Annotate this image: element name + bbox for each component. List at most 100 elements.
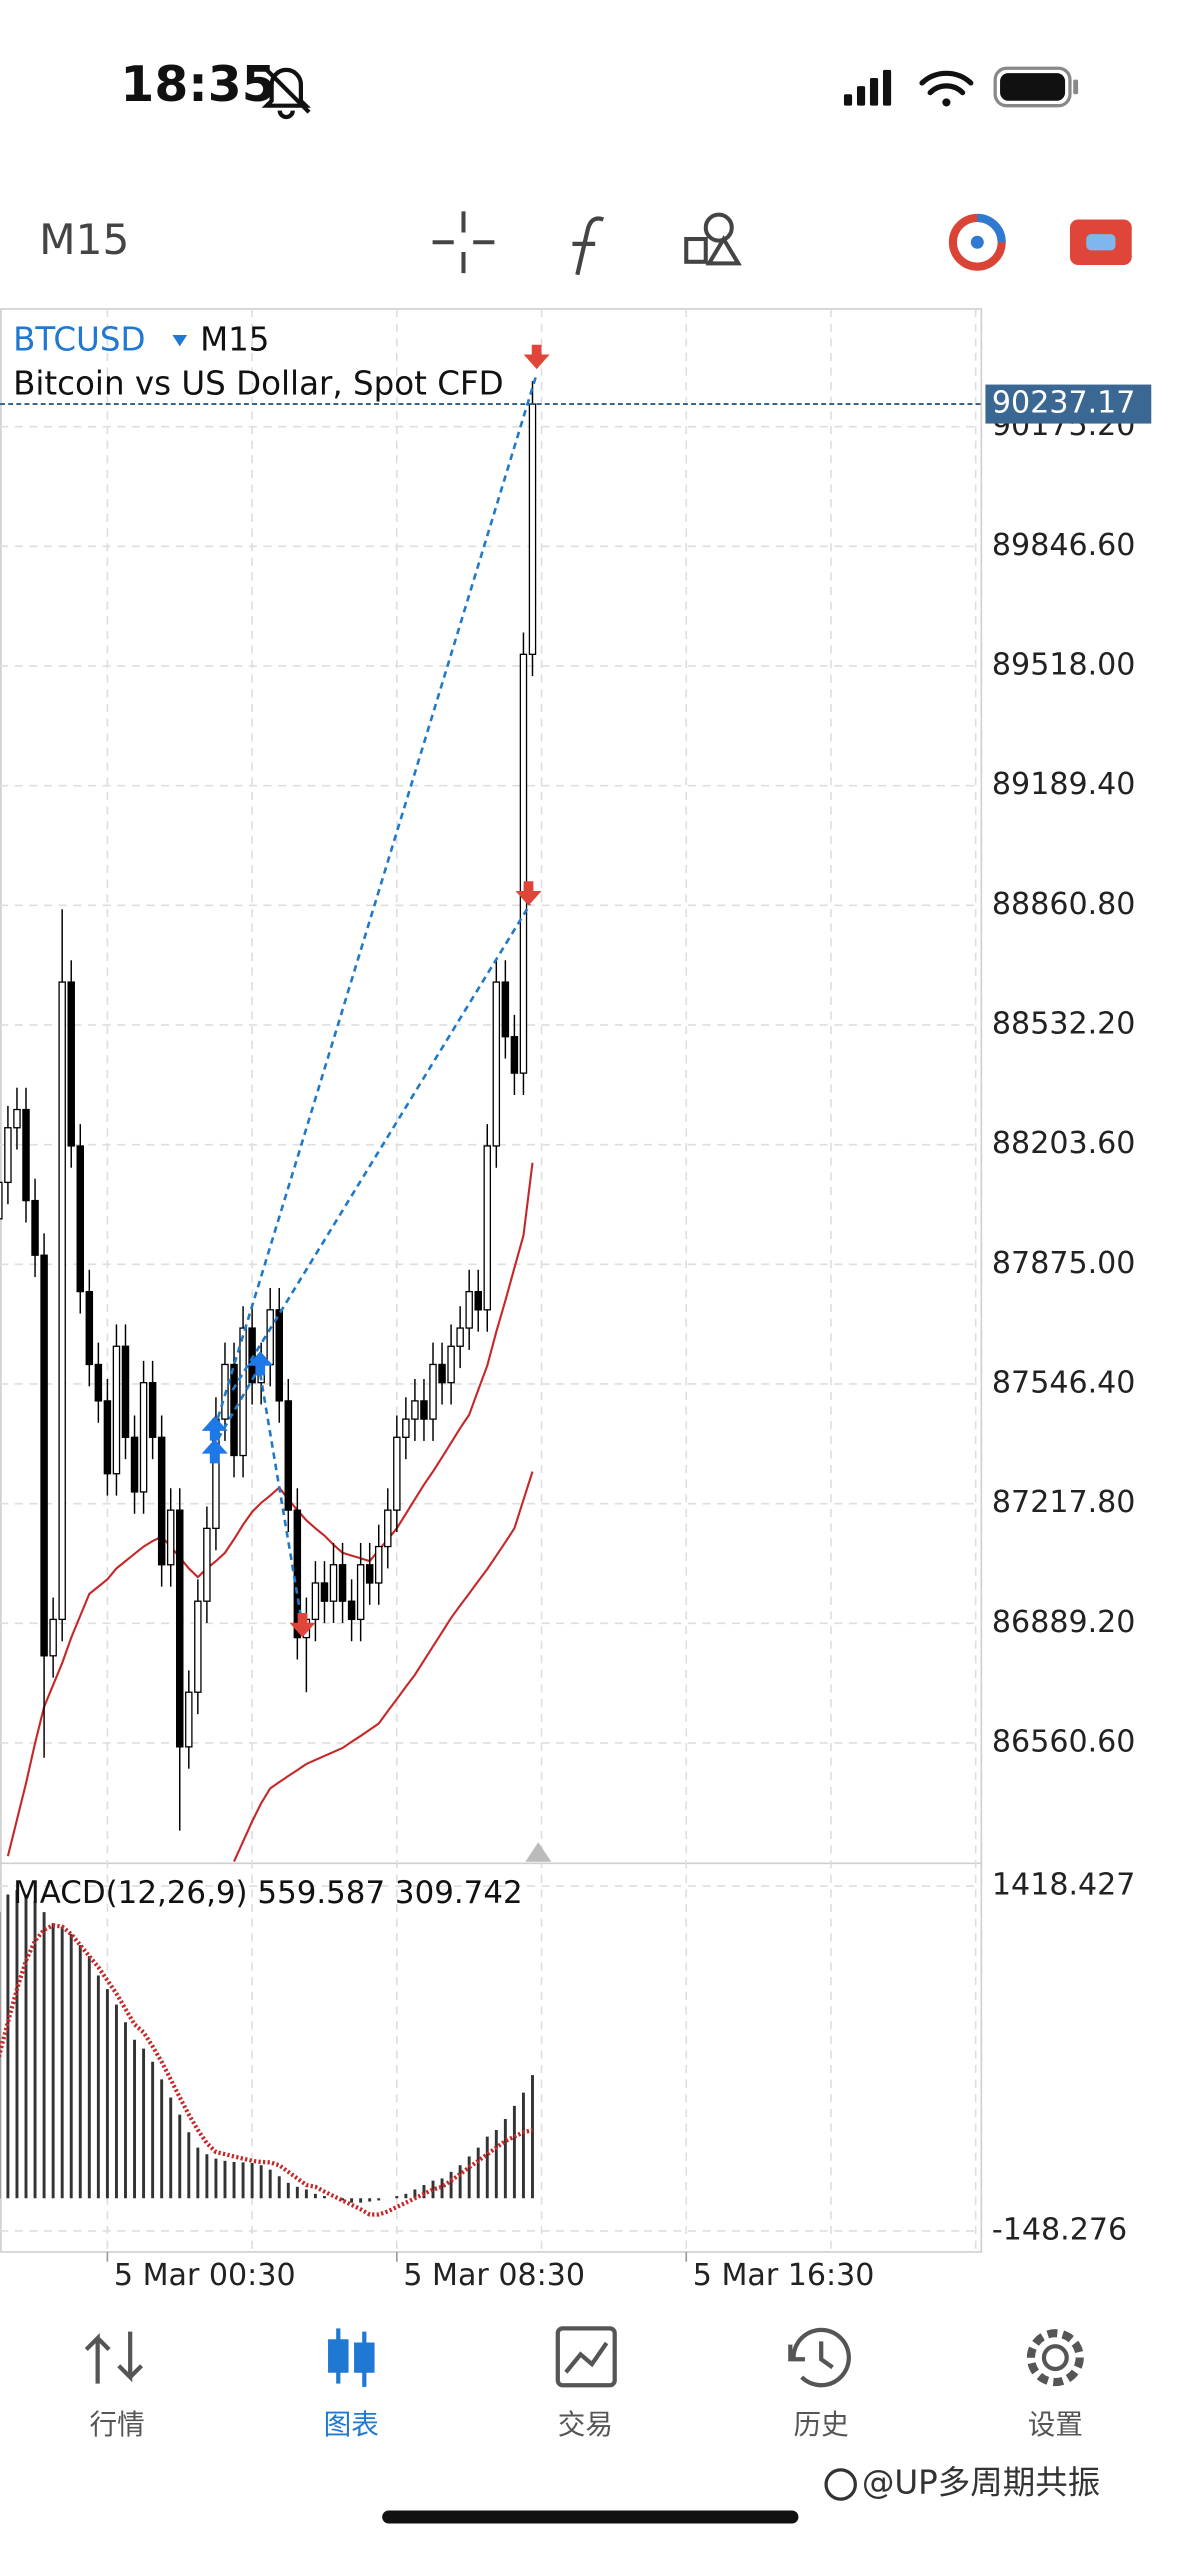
battery-icon	[993, 66, 1079, 108]
x-tick-label: 5 Mar 00:30	[114, 2258, 296, 2293]
candle-body	[365, 1564, 374, 1584]
x-tick-label: 5 Mar 08:30	[403, 2258, 585, 2293]
candle-body	[338, 1564, 347, 1602]
candle-body	[230, 1363, 238, 1457]
y-tick-label: 86560.60	[992, 1724, 1136, 1759]
watermark-logo	[824, 2468, 857, 2501]
chart-timeframe: M15	[200, 320, 269, 358]
candle-body	[239, 1327, 247, 1457]
candle-body	[157, 1436, 166, 1566]
y-tick-label: 88532.20	[992, 1006, 1136, 1041]
y-tick-label: 1418.427	[992, 1868, 1136, 1903]
candle-body	[438, 1363, 446, 1384]
symbol-dropdown[interactable]	[172, 334, 188, 347]
candle-body	[130, 1436, 139, 1493]
nav-item[interactable]: 历史	[794, 2408, 849, 2441]
candle-body	[429, 1363, 437, 1420]
candle-body	[456, 1327, 464, 1347]
watermark: @UP多周期共振	[862, 2463, 1100, 2501]
objects-button[interactable]	[684, 212, 742, 266]
home-indicator	[382, 2510, 799, 2524]
y-tick-label: 89518.00	[992, 647, 1136, 682]
candle-body	[483, 1145, 492, 1311]
chart-symbol: BTCUSD	[13, 320, 145, 358]
candle-body	[275, 1309, 283, 1402]
y-tick-label: -148.276	[992, 2212, 1127, 2247]
candle-body	[49, 1618, 57, 1657]
nav-item[interactable]: 设置	[1028, 2408, 1083, 2441]
indicators-button[interactable]	[572, 216, 605, 276]
candle-body	[176, 1509, 184, 1748]
candle-body	[329, 1564, 338, 1602]
candle-body	[293, 1509, 302, 1639]
candle-body	[40, 1254, 48, 1657]
x-tick-label: 5 Mar 16:30	[693, 2258, 875, 2293]
y-tick-label: 86889.20	[992, 1605, 1136, 1640]
candle-body	[311, 1582, 320, 1621]
plot: 5 Mar 00:30 5 Mar 08:30 5 Mar 16:3090175.2…	[0, 381, 1152, 2293]
y-tick-label: 89846.60	[992, 528, 1136, 563]
candle-body	[284, 1400, 293, 1511]
trade-lines	[216, 373, 538, 1627]
nav-item[interactable]: 交易	[558, 2408, 613, 2441]
signal-line	[0, 1923, 533, 2217]
price-label: 90237.17	[992, 386, 1136, 421]
signal-value: 309.742	[395, 1875, 523, 1911]
macd-header: MACD(12,26,9) 559.587 309.742	[13, 1875, 523, 1911]
candle-body	[266, 1309, 274, 1366]
status-time: 18:35	[120, 56, 275, 113]
candle-body	[67, 981, 75, 1147]
y-tick-label: 87875.00	[992, 1246, 1136, 1281]
wifi-icon	[919, 70, 974, 107]
candle-body	[510, 1036, 519, 1074]
chart-title: Bitcoin vs US Dollar, Spot CFD	[13, 364, 504, 402]
band-line	[6, 1162, 534, 1857]
nav-icons	[84, 2326, 1084, 2388]
toolbar-timeframe[interactable]: M15	[39, 215, 129, 264]
candle-body	[402, 1418, 410, 1438]
nav-item[interactable]: 行情	[90, 2408, 145, 2441]
candle-body	[492, 981, 501, 1147]
candle-body	[194, 1600, 202, 1693]
candle-body	[411, 1400, 419, 1420]
candle-body	[420, 1400, 428, 1420]
chart-frame	[0, 308, 983, 2253]
candle-body	[4, 1127, 12, 1184]
shift-marker	[525, 1842, 552, 1862]
candle-body	[384, 1509, 392, 1548]
account-button[interactable]	[948, 213, 1006, 271]
price-label-box	[985, 384, 1152, 424]
candle-body	[121, 1345, 130, 1438]
candle-body	[519, 653, 528, 1074]
candle-body	[447, 1345, 455, 1384]
band-line	[233, 1471, 534, 1863]
candle-body	[248, 1327, 256, 1384]
candle-body	[148, 1382, 157, 1438]
candle-body	[374, 1545, 383, 1584]
candle-body	[85, 1290, 94, 1366]
y-tick-label: 88860.80	[992, 887, 1136, 922]
candle-body	[0, 1181, 3, 1220]
candle-body	[528, 403, 537, 655]
signal-icon	[843, 69, 892, 106]
y-tick-label: 88203.60	[992, 1126, 1136, 1161]
nav-item[interactable]: 图表	[324, 2408, 379, 2441]
y-tick-label: 87217.80	[992, 1485, 1136, 1520]
grid	[0, 308, 981, 2262]
trade-button[interactable]	[1069, 219, 1132, 266]
bell-off-icon	[261, 66, 311, 120]
candle-body	[474, 1290, 482, 1311]
candle-body	[501, 981, 510, 1038]
candle-body	[203, 1527, 211, 1602]
candle-body	[185, 1691, 193, 1748]
candle-body	[166, 1509, 175, 1566]
candle-body	[347, 1600, 356, 1621]
crosshair-button[interactable]	[432, 211, 495, 274]
y-tick-label: 89189.40	[992, 767, 1136, 802]
candle-body	[103, 1400, 112, 1475]
candle-body	[393, 1436, 401, 1511]
candle-body	[31, 1199, 39, 1256]
candle-body	[94, 1363, 103, 1402]
